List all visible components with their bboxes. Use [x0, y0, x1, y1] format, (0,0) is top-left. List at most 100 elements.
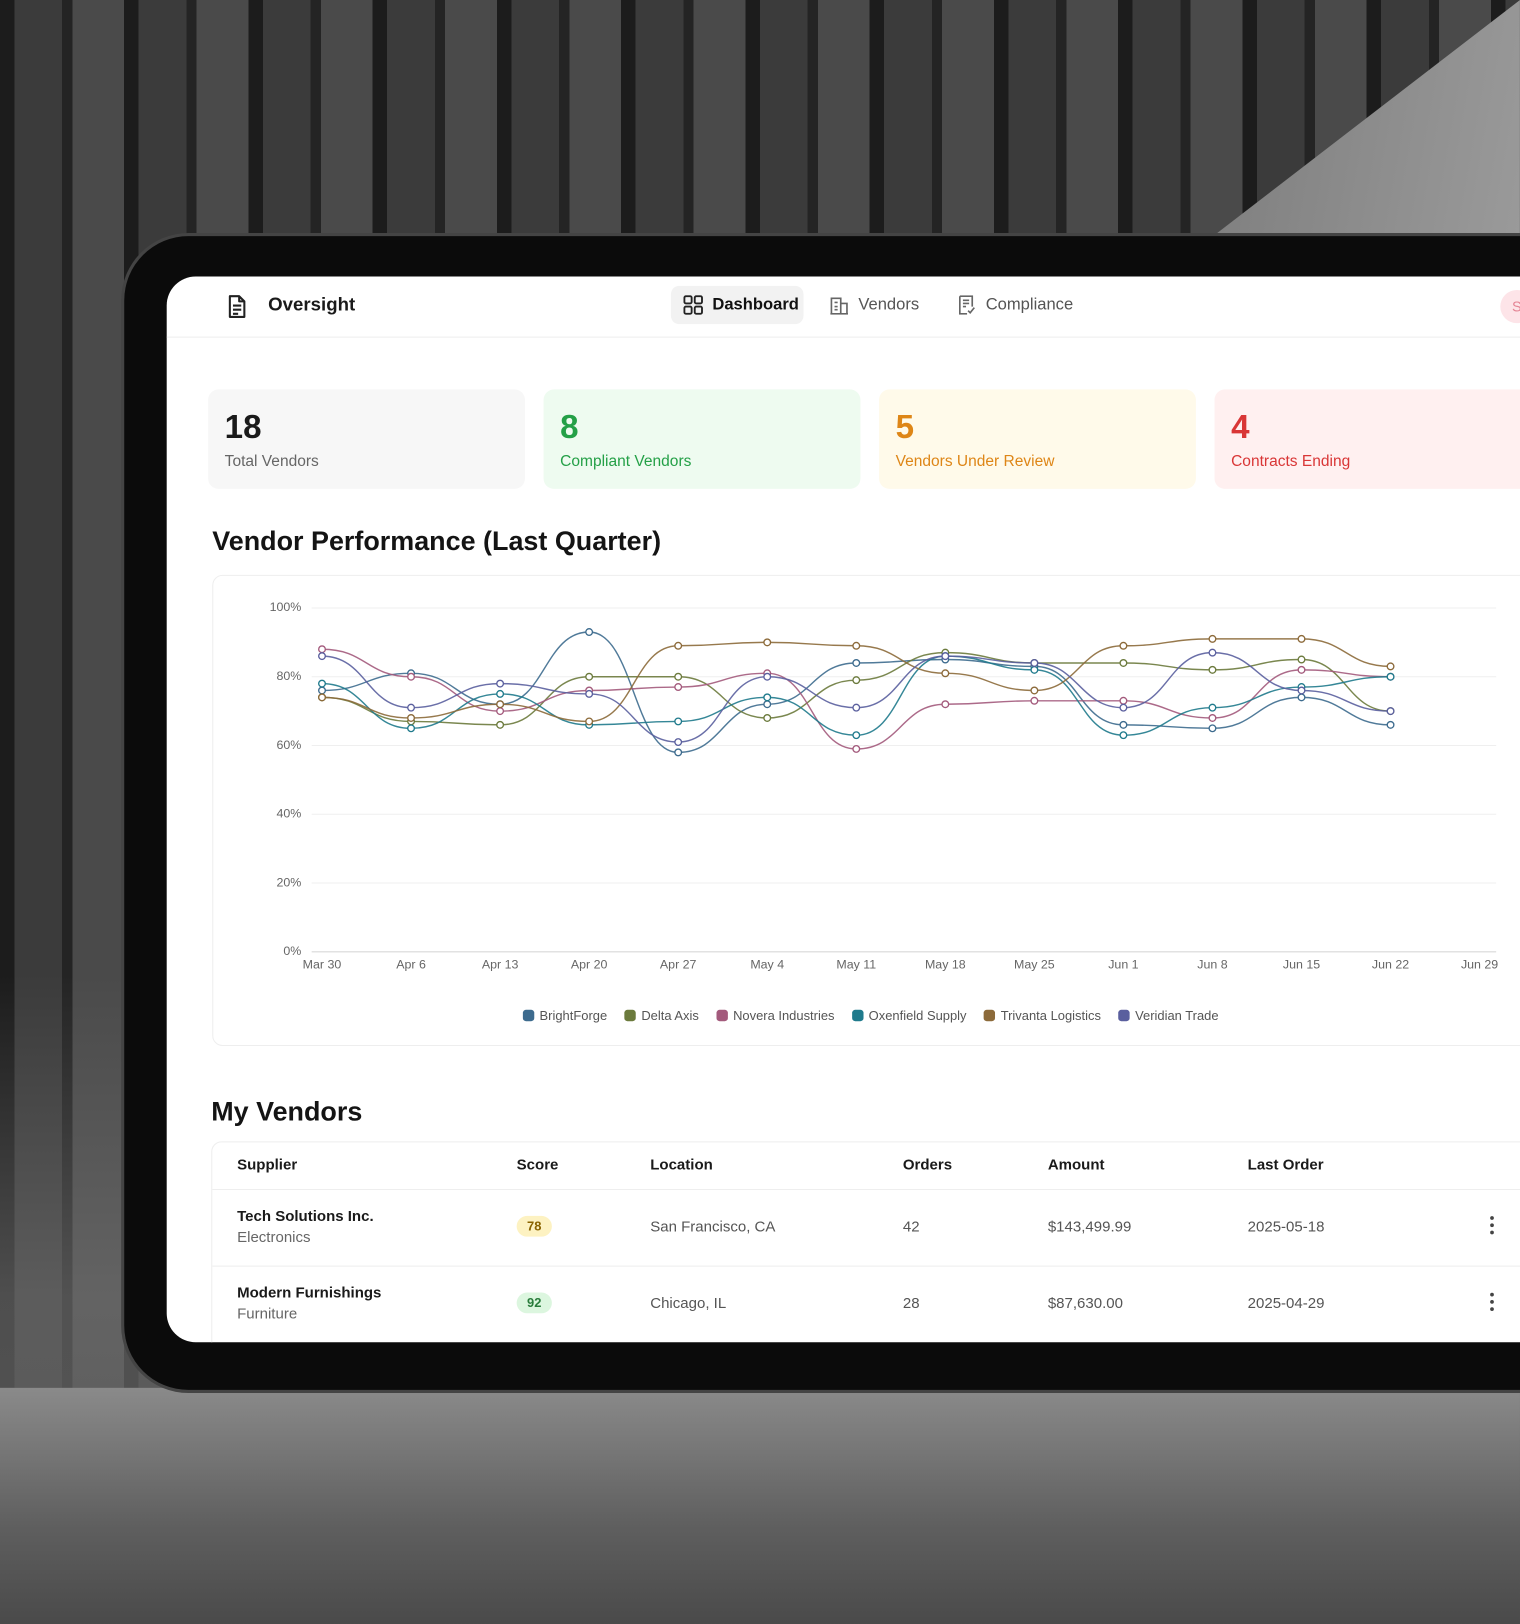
data-point	[763, 714, 772, 722]
chart: 0% 20% 40% 60% 80% 100% Mar 30 Apr 6 Apr 13 Apr 2…	[270, 600, 1499, 972]
stat-value: 8	[560, 408, 579, 446]
last-order: 2025-04-29	[1247, 1295, 1325, 1313]
legend-item[interactable]: Novera Industries	[716, 1009, 835, 1023]
data-point	[852, 731, 861, 740]
section-title: My Vendors	[211, 1095, 363, 1127]
data-point	[318, 652, 326, 661]
last-order: 2025-05-18	[1247, 1219, 1325, 1236]
x-tick-label: Apr 27	[660, 958, 697, 972]
legend-label: Veridian Trade	[1135, 1008, 1219, 1024]
data-point	[852, 703, 861, 712]
table-row[interactable]: Modern Furnishings Furniture 92 Chicago,…	[212, 1265, 1520, 1343]
nav-label[interactable]: Vendors	[858, 295, 920, 314]
row-menu[interactable]	[1488, 1215, 1496, 1236]
data-point	[674, 717, 683, 726]
nav-item[interactable]: Dashboard	[670, 285, 804, 325]
data-point	[496, 720, 505, 729]
stat-value: 4	[1231, 408, 1250, 446]
user-avatar[interactable]: S	[1500, 289, 1520, 324]
legend-label: Oxenfield Supply	[868, 1008, 967, 1024]
data-point	[407, 703, 416, 712]
y-tick-label: 80%	[276, 669, 301, 683]
y-tick-label: 0%	[283, 944, 301, 958]
location: San Francisco, CA	[650, 1219, 776, 1236]
data-point	[1208, 703, 1217, 712]
data-point	[1119, 703, 1128, 712]
legend-swatch	[522, 1009, 535, 1022]
orders: 42	[902, 1219, 920, 1236]
table-row[interactable]: Tech Solutions Inc. Electronics 78 San F…	[212, 1188, 1520, 1266]
data-point	[318, 645, 326, 654]
x-tick-label: May 11	[836, 958, 876, 972]
data-point	[1386, 707, 1395, 716]
x-tick-label: May 18	[925, 958, 966, 972]
vendor-table: Supplier Score Location Orders Amount La…	[211, 1141, 1520, 1343]
legend-swatch	[624, 1009, 637, 1022]
x-tick-label: Apr 6	[396, 958, 426, 972]
data-point	[1030, 696, 1039, 705]
background-floor	[0, 1387, 1520, 1624]
data-point	[852, 744, 861, 753]
column-header: Score	[516, 1156, 559, 1174]
legend-label: Trivanta Logistics	[1000, 1008, 1101, 1024]
score-badge: 78	[516, 1215, 552, 1237]
y-tick-label: 60%	[276, 738, 301, 752]
legend-item[interactable]: Oxenfield Supply	[852, 1008, 967, 1024]
data-point	[1119, 720, 1128, 729]
supplier-category: Furniture	[237, 1306, 298, 1323]
data-point	[1208, 634, 1217, 643]
data-point	[852, 676, 861, 685]
data-point	[674, 738, 683, 747]
data-point	[407, 714, 416, 722]
supplier-name: Tech Solutions Inc.	[237, 1208, 374, 1226]
score-badge: 92	[516, 1292, 552, 1314]
column-header: Amount	[1047, 1156, 1105, 1174]
data-point	[763, 693, 772, 702]
data-point	[941, 700, 950, 709]
data-point	[763, 700, 772, 709]
data-point	[1030, 665, 1039, 674]
data-point	[674, 641, 683, 650]
data-point	[1030, 658, 1039, 667]
stat-value: 5	[895, 408, 915, 446]
nav-label[interactable]: Compliance	[985, 295, 1074, 314]
data-point	[763, 672, 772, 681]
x-tick-label: Apr 20	[571, 958, 608, 972]
row-menu[interactable]	[1488, 1292, 1496, 1313]
data-point	[674, 748, 683, 757]
x-tick-label: May 4	[750, 958, 784, 972]
column-header: Last Order	[1247, 1156, 1324, 1174]
legend-swatch	[984, 1009, 996, 1022]
x-tick-label: Jun 15	[1283, 958, 1320, 972]
x-tick-label: May 25	[1014, 958, 1055, 972]
nav-label[interactable]: Dashboard	[712, 295, 799, 314]
data-point	[1119, 731, 1128, 740]
legend-swatch	[1118, 1009, 1130, 1022]
x-tick-label: Jun 29	[1461, 958, 1498, 972]
legend-item[interactable]: BrightForge	[522, 1008, 608, 1024]
stat-card: 8 Compliant Vendors	[543, 389, 861, 489]
data-point	[1030, 686, 1039, 695]
brand: Oversight	[268, 294, 356, 315]
legend-item[interactable]: Veridian Trade	[1118, 1008, 1219, 1024]
data-point	[674, 683, 683, 692]
data-point	[407, 724, 416, 733]
data-point	[1297, 634, 1306, 643]
y-tick-label: 20%	[276, 875, 301, 889]
legend-item[interactable]: Delta Axis	[624, 1009, 699, 1023]
data-point	[1119, 696, 1128, 705]
legend-swatch	[716, 1009, 728, 1022]
data-point	[1119, 658, 1128, 667]
stat-card: 4 Contracts Ending	[1214, 389, 1520, 489]
chart-card: 0% 20% 40% 60% 80% 100% Mar 30 Apr 6 Apr 13 Apr 2…	[212, 574, 1520, 1047]
data-point	[496, 700, 505, 709]
legend-label: BrightForge	[539, 1008, 608, 1024]
nav-item[interactable]: Compliance	[957, 286, 1073, 324]
data-point	[585, 672, 594, 681]
column-header: Supplier	[237, 1156, 298, 1174]
nav-item[interactable]: Vendors	[829, 286, 919, 324]
data-point	[585, 689, 594, 698]
legend-item[interactable]: Trivanta Logistics	[984, 1009, 1101, 1023]
